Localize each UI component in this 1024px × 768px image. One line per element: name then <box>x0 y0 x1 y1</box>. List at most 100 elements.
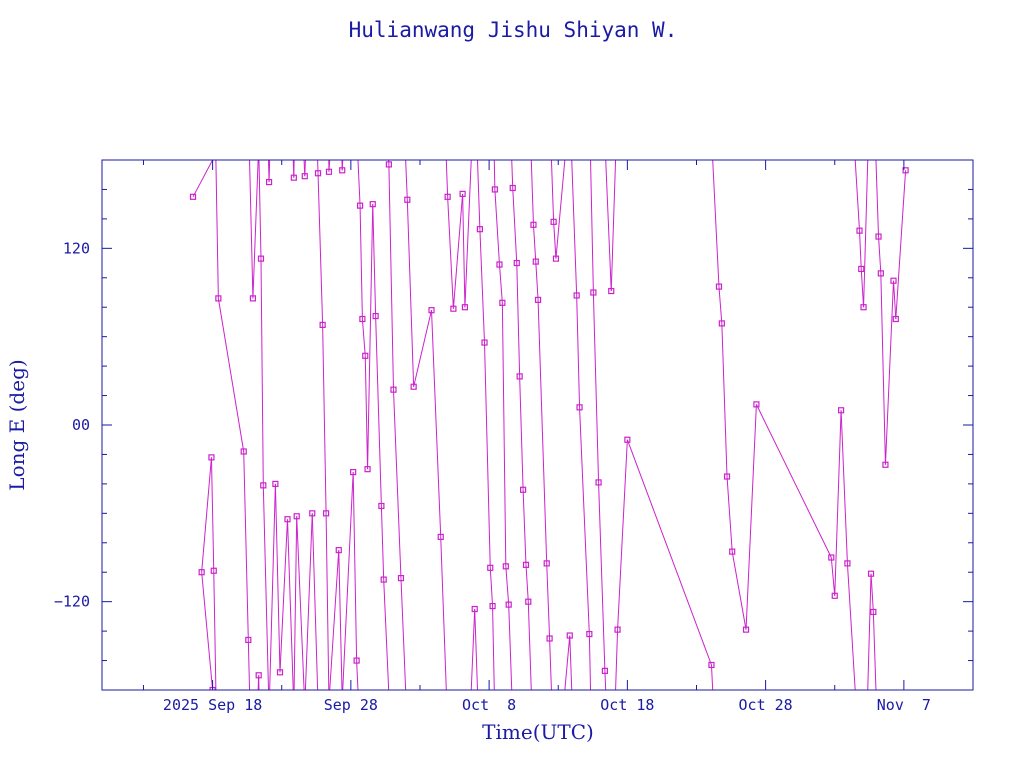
data-point <box>530 221 537 228</box>
series-segment <box>579 407 590 635</box>
data-point <box>260 482 267 489</box>
x-tick-label: Sep 28 <box>324 696 378 714</box>
series-segment <box>431 310 442 537</box>
series-segment <box>505 566 510 605</box>
data-point <box>614 626 621 633</box>
series-segment <box>470 609 476 690</box>
data-point <box>276 669 284 676</box>
series-segment <box>564 635 571 690</box>
series-segment <box>383 579 390 690</box>
series-segment <box>501 302 507 567</box>
series-segment <box>445 160 449 197</box>
series-segment <box>247 639 251 690</box>
data-point <box>844 560 851 567</box>
data-point <box>532 258 539 265</box>
series-segment <box>262 485 269 690</box>
data-point <box>350 469 357 476</box>
series-segment <box>878 236 882 274</box>
data-point <box>491 186 498 193</box>
series-segment <box>498 264 503 303</box>
series-segment <box>859 230 862 269</box>
series-segment <box>532 224 537 262</box>
series-segment <box>872 611 877 690</box>
data-point <box>858 265 865 273</box>
series-segment <box>388 164 394 390</box>
series-segment <box>260 258 264 486</box>
series-segment <box>860 268 865 308</box>
x-tick-label: Oct 18 <box>600 696 654 714</box>
data-point <box>715 283 723 290</box>
data-point <box>525 598 532 605</box>
series-segment <box>274 483 281 673</box>
data-point <box>546 635 553 642</box>
data-point <box>450 305 457 312</box>
data-point <box>505 601 512 608</box>
data-point <box>753 401 760 408</box>
series-segment <box>875 160 880 237</box>
series-segment <box>535 261 539 300</box>
series-segment <box>342 472 354 690</box>
data-point <box>723 473 731 480</box>
data-point <box>519 486 527 493</box>
series-segment <box>413 310 432 387</box>
series-segment <box>598 482 606 671</box>
data-point <box>390 386 397 393</box>
series-segment <box>304 513 313 690</box>
series-segment <box>357 160 361 206</box>
series-segment <box>590 160 594 293</box>
series-segment <box>863 160 869 308</box>
series-segment <box>201 572 214 690</box>
data-point <box>378 502 385 510</box>
series-segment <box>474 609 479 690</box>
series-segment <box>519 376 524 490</box>
data-point <box>309 510 316 517</box>
series-segment <box>322 324 327 514</box>
series-segment <box>731 551 747 630</box>
data-point <box>481 339 488 346</box>
data-point <box>590 289 597 296</box>
series-segment <box>884 280 895 465</box>
data-point <box>353 657 360 664</box>
series-segment <box>846 563 856 690</box>
series-segment <box>462 193 466 308</box>
series-segment <box>367 204 374 470</box>
data-point <box>890 277 897 284</box>
series-segment <box>440 536 447 690</box>
data-point <box>552 255 560 262</box>
data-point <box>198 569 205 576</box>
series-segment <box>372 204 377 317</box>
series-segment <box>311 513 319 690</box>
series-segment <box>406 199 415 387</box>
series-segment <box>895 170 907 320</box>
series-segment <box>400 578 407 690</box>
series-segment <box>576 295 581 408</box>
data-point <box>624 436 631 443</box>
data-point <box>476 226 483 233</box>
series-segment <box>325 513 330 690</box>
data-point <box>210 567 217 574</box>
series-segment <box>489 567 494 607</box>
series-segment <box>359 205 363 320</box>
series-segment <box>588 634 592 690</box>
data-point <box>240 448 247 455</box>
series-segment <box>492 606 495 690</box>
series-layer <box>189 160 909 690</box>
data-point <box>509 184 516 192</box>
data-point <box>215 295 222 302</box>
data-point <box>437 533 444 540</box>
data-point <box>877 270 884 277</box>
series-segment <box>712 160 720 287</box>
series-segment <box>592 292 600 483</box>
data-point <box>502 563 509 570</box>
data-point <box>380 576 387 583</box>
series-segment <box>493 160 496 190</box>
data-point <box>860 304 867 311</box>
series-segment <box>880 273 886 465</box>
data-point <box>489 602 496 610</box>
series-segment <box>392 389 402 579</box>
data-point <box>245 636 252 644</box>
series-segment <box>867 573 872 690</box>
series-segment <box>516 263 521 377</box>
data-point <box>265 178 273 186</box>
data-point <box>870 608 877 616</box>
